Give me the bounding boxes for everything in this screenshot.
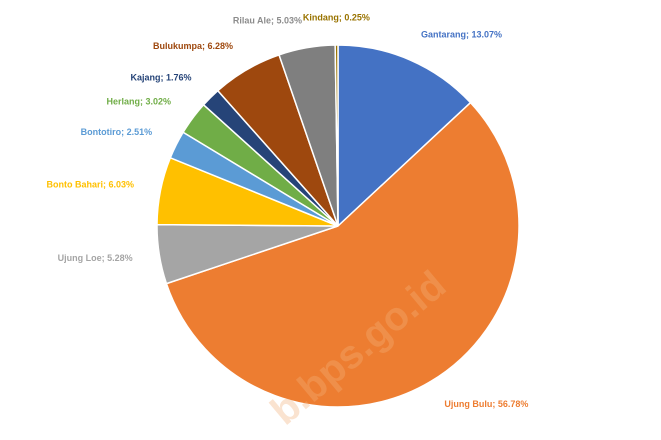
- slice-label: Gantarang; 13.07%: [421, 30, 502, 40]
- slice-label: Bonto Bahari; 6.03%: [46, 180, 134, 190]
- pie-slice: [337, 44, 472, 228]
- slice-label: Rilau Ale; 5.03%: [233, 16, 302, 26]
- pie: [156, 44, 520, 408]
- pie-slice: [334, 44, 339, 227]
- pie-slice: [165, 101, 520, 408]
- slice-label: Kajang; 1.76%: [130, 73, 191, 83]
- slice-label: Ujung Loe; 5.28%: [58, 253, 133, 263]
- slice-label: Kindang; 0.25%: [303, 12, 370, 22]
- slice-label: Herlang; 3.02%: [107, 96, 172, 106]
- slice-label: Bulukumpa; 6.28%: [153, 41, 233, 51]
- slice-label: Bontotiro; 2.51%: [81, 127, 153, 137]
- slice-label: Ujung Bulu; 56.78%: [444, 399, 528, 409]
